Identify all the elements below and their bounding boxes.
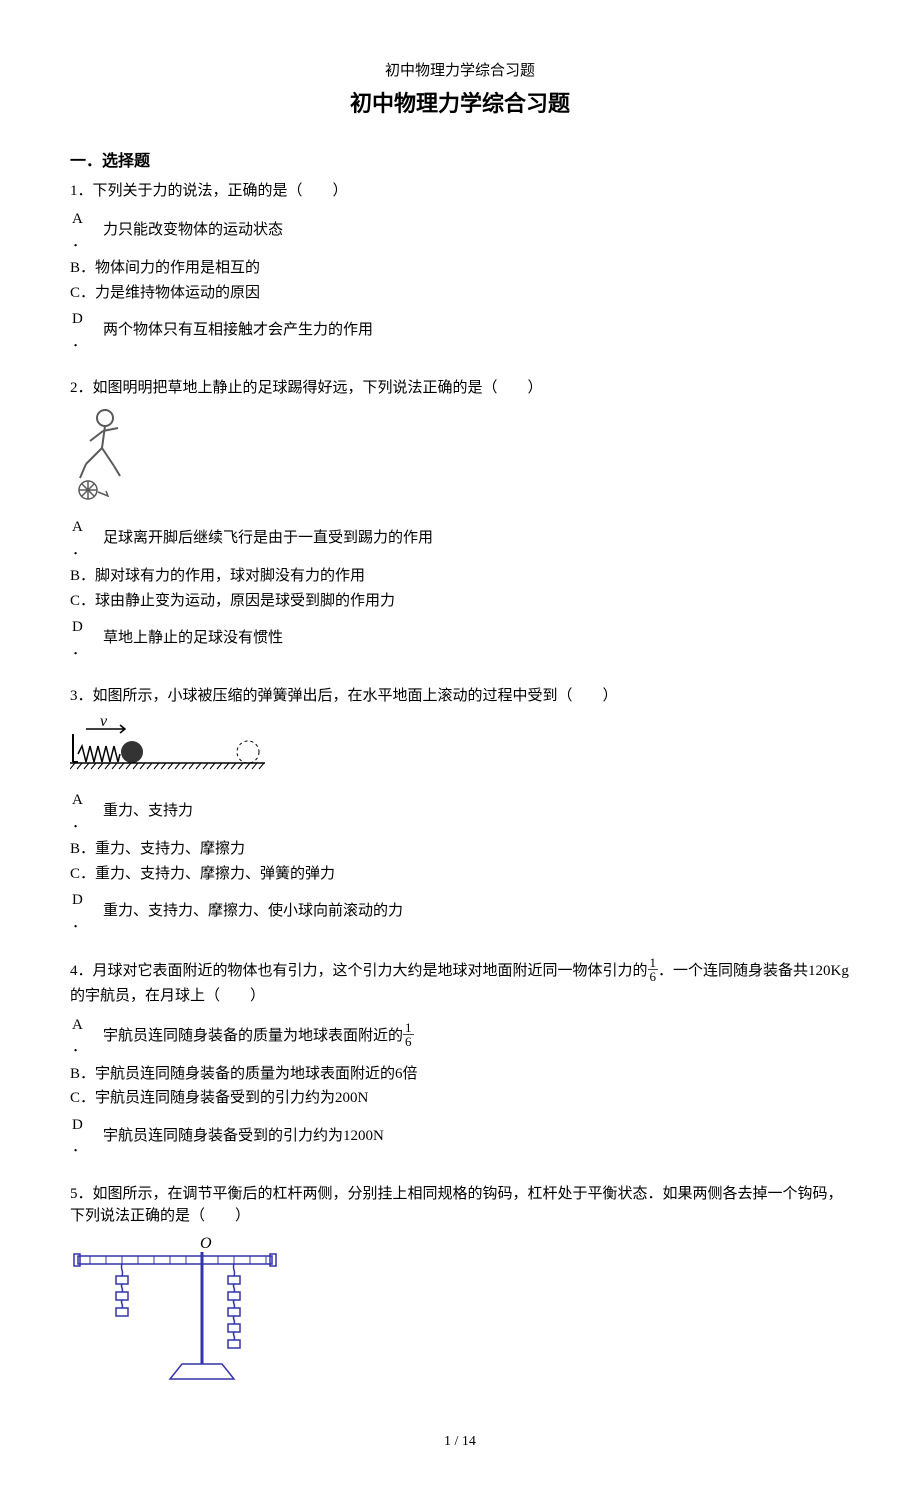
q4-optA-label: A <box>72 1017 83 1033</box>
q1-option-c: C．力是维持物体运动的原因 <box>70 282 850 305</box>
question-1: 1．下列关于力的说法，正确的是（ ） A ． 力只能改变物体的运动状态 B．物体间… <box>70 180 850 356</box>
header-subtitle: 初中物理力学综合习题 <box>70 60 850 83</box>
q4-optA-dot: ． <box>72 1039 87 1055</box>
q4-optD-label: D <box>72 1117 83 1133</box>
q1-option-b: B．物体间力的作用是相互的 <box>70 257 850 280</box>
q4-stem-p1: 4．月球对它表面附近的物体也有引力，这个引力大约是地球对地面附近同一物体引力的 <box>70 963 648 979</box>
q3-optA-text: 重力、支持力 <box>103 803 193 819</box>
page-title: 初中物理力学综合习题 <box>70 87 850 120</box>
q4-option-c: C．宇航员连同随身装备受到的引力约为200N <box>70 1087 850 1110</box>
q5-figure-lever: O <box>70 1234 850 1392</box>
velocity-label: v <box>100 714 108 730</box>
q4-optD-dot: ． <box>72 1139 87 1155</box>
question-3: 3．如图所示，小球被压缩的弹簧弹出后，在水平地面上滚动的过程中受到（ ） v <box>70 685 850 936</box>
q3-optD-text: 重力、支持力、摩擦力、使小球向前滚动的力 <box>103 903 403 919</box>
q4-fraction: 16 <box>648 956 659 983</box>
q1-stem: 1．下列关于力的说法，正确的是（ ） <box>70 180 850 203</box>
q3-option-a: A ． 重力、支持力 <box>70 787 195 836</box>
q4-optA-fraction: 16 <box>403 1021 414 1048</box>
q3-option-c: C．重力、支持力、摩擦力、弹簧的弹力 <box>70 863 850 886</box>
q3-optD-dot: ． <box>72 915 87 931</box>
q3-optA-dot: ． <box>72 815 87 831</box>
q4-optA-text: 宇航员连同随身装备的质量为地球表面附近的 <box>103 1027 403 1043</box>
q2-optD-text: 草地上静止的足球没有惯性 <box>103 630 283 646</box>
q3-optA-label: A <box>72 792 83 808</box>
q2-optD-label: D <box>72 619 83 635</box>
q2-optD-dot: ． <box>72 642 87 658</box>
q1-optA-label: A <box>72 211 83 227</box>
q4-stem: 4．月球对它表面附近的物体也有引力，这个引力大约是地球对地面附近同一物体引力的1… <box>70 958 850 1008</box>
question-5: 5．如图所示，在调节平衡后的杠杆两侧，分别挂上相同规格的钩码，杠杆处于平衡状态．… <box>70 1183 850 1392</box>
q3-option-b: B．重力、支持力、摩擦力 <box>70 838 850 861</box>
q1-option-a: A ． 力只能改变物体的运动状态 <box>70 206 285 255</box>
q4-option-a: A ． 宇航员连同随身装备的质量为地球表面附近的16 <box>70 1012 416 1061</box>
q2-option-b: B．脚对球有力的作用，球对脚没有力的作用 <box>70 565 850 588</box>
q1-optA-dot: ． <box>72 234 87 250</box>
question-2: 2．如图明明把草地上静止的足球踢得好远，下列说法正确的是（ ） A ． 足球离开脚… <box>70 377 850 663</box>
q4-option-b: B．宇航员连同随身装备的质量为地球表面附近的6倍 <box>70 1063 850 1086</box>
q3-stem: 3．如图所示，小球被压缩的弹簧弹出后，在水平地面上滚动的过程中受到（ ） <box>70 685 850 708</box>
q1-optD-text: 两个物体只有互相接触才会产生力的作用 <box>103 322 373 338</box>
q1-optD-label: D <box>72 311 83 327</box>
q2-optA-dot: ． <box>72 542 87 558</box>
q1-optD-dot: ． <box>72 334 87 350</box>
q4-option-d: D ． 宇航员连同随身装备受到的引力约为1200N <box>70 1112 386 1161</box>
q2-optA-text: 足球离开脚后继续飞行是由于一直受到踢力的作用 <box>103 530 433 546</box>
q3-option-d: D ． 重力、支持力、摩擦力、使小球向前滚动的力 <box>70 887 405 936</box>
q1-option-d: D ． 两个物体只有互相接触才会产生力的作用 <box>70 306 375 355</box>
q4-frac-num: 1 <box>648 956 659 970</box>
q4-frac-den: 6 <box>648 970 659 983</box>
q3-optD-label: D <box>72 892 83 908</box>
q3-figure-spring: v <box>70 714 850 782</box>
page-footer: 1 / 14 <box>70 1431 850 1452</box>
q4-optA-frac-num: 1 <box>403 1021 414 1035</box>
section-heading: 一．选择题 <box>70 150 850 174</box>
question-4: 4．月球对它表面附近的物体也有引力，这个引力大约是地球对地面附近同一物体引力的1… <box>70 958 850 1161</box>
q2-optA-label: A <box>72 519 83 535</box>
q2-option-d: D ． 草地上静止的足球没有惯性 <box>70 614 285 663</box>
q1-optA-text: 力只能改变物体的运动状态 <box>103 222 283 238</box>
q2-option-a: A ． 足球离开脚后继续飞行是由于一直受到踢力的作用 <box>70 514 435 563</box>
q5-stem: 5．如图所示，在调节平衡后的杠杆两侧，分别挂上相同规格的钩码，杠杆处于平衡状态．… <box>70 1183 850 1228</box>
q2-option-c: C．球由静止变为运动，原因是球受到脚的作用力 <box>70 590 850 613</box>
q2-stem: 2．如图明明把草地上静止的足球踢得好远，下列说法正确的是（ ） <box>70 377 850 400</box>
q4-optD-text: 宇航员连同随身装备受到的引力约为1200N <box>103 1128 384 1144</box>
q2-figure-kicker <box>70 406 850 509</box>
fulcrum-label: O <box>200 1235 212 1252</box>
q4-optA-frac-den: 6 <box>403 1035 414 1048</box>
